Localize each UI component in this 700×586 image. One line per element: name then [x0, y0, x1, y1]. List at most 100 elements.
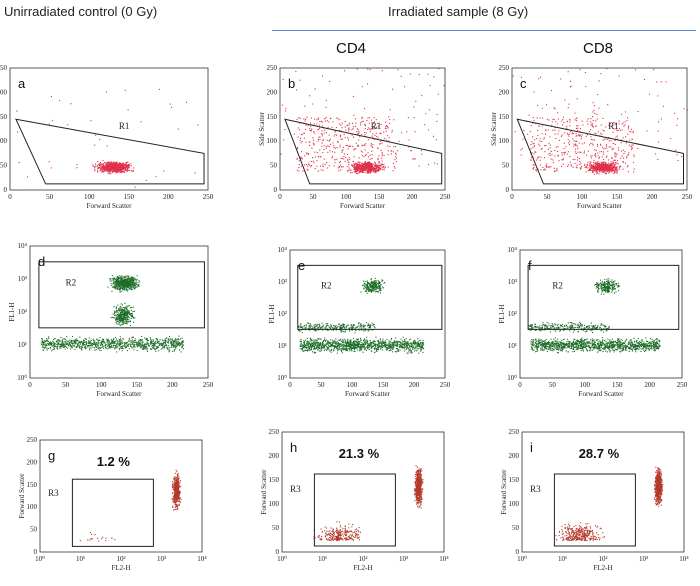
x-tick-label: 100 — [96, 381, 107, 389]
x-tick-label: 150 — [124, 193, 135, 201]
x-axis-label: Forward Scatter — [577, 202, 623, 210]
cd4-label: CD4 — [336, 40, 367, 57]
gate-r1 — [516, 118, 684, 185]
x-axis-label: FL2-H — [111, 564, 130, 572]
y-tick-label: 0 — [34, 548, 38, 556]
y-tick-label: 250 — [267, 64, 278, 72]
y-tick-label: 250 — [27, 436, 38, 444]
gate-label: R1 — [371, 121, 382, 131]
y-tick-label: 150 — [267, 113, 278, 121]
y-axis-label: Side Scatter — [490, 112, 498, 146]
y-tick-label: 100 — [267, 137, 278, 145]
x-axis-label: FL2-H — [353, 564, 372, 572]
gate-r2 — [527, 264, 680, 330]
y-tick-label: 10³ — [18, 275, 27, 283]
y-axis-label: Forward Scatter — [260, 469, 268, 515]
plot-frame — [289, 249, 446, 379]
x-tick-label: 200 — [644, 381, 655, 389]
y-tick-label: 150 — [509, 476, 520, 484]
y-axis-label: Forward Scatter — [18, 473, 26, 519]
y-tick-label: 200 — [0, 88, 8, 96]
x-tick-label: 0 — [288, 381, 292, 389]
y-tick-label: 10⁴ — [18, 242, 28, 250]
gate-label: R3 — [290, 484, 301, 494]
x-tick-label: 150 — [132, 381, 143, 389]
gate-label: R3 — [530, 484, 541, 494]
plot-frame — [39, 439, 203, 553]
gate-r1 — [15, 118, 205, 185]
y-tick-label: 100 — [0, 137, 8, 145]
y-tick-label: 10⁴ — [278, 246, 288, 254]
x-tick-label: 100 — [84, 193, 95, 201]
gate-label: R2 — [321, 280, 332, 290]
y-tick-label: 200 — [27, 458, 38, 466]
y-tick-label: 200 — [499, 88, 510, 96]
plot-frame — [29, 245, 209, 379]
x-tick-label: 10⁰ — [517, 555, 527, 563]
header-rule — [272, 30, 696, 31]
x-tick-label: 100 — [577, 193, 588, 201]
y-tick-label: 50 — [270, 162, 278, 170]
y-tick-label: 150 — [499, 113, 510, 121]
x-tick-label: 250 — [682, 193, 693, 201]
x-tick-label: 0 — [518, 381, 522, 389]
y-tick-label: 10³ — [508, 278, 517, 286]
y-tick-label: 50 — [512, 524, 520, 532]
panel-letter: c — [520, 76, 527, 91]
x-tick-label: 50 — [318, 381, 326, 389]
y-tick-label: 10⁴ — [508, 246, 518, 254]
panel-h: 10⁰ 10¹ 10² 10³ 10⁴ 0 50 100 150 200 250 FL2-H Forwa… — [260, 428, 449, 572]
y-tick-label: 10¹ — [18, 341, 27, 349]
x-tick-label: 50 — [544, 193, 552, 201]
y-tick-label: 100 — [509, 500, 520, 508]
gate-r3 — [553, 473, 636, 547]
panel-i: 10⁰ 10¹ 10² 10³ 10⁴ 0 50 100 150 200 250 FL2-H Forwa… — [500, 428, 689, 572]
panel-letter: e — [298, 258, 305, 273]
x-axis-label: Forward Scatter — [340, 202, 386, 210]
x-tick-label: 200 — [409, 381, 420, 389]
plot-frame — [521, 431, 685, 553]
panel-b: 0 50 100 150 200 250 0 50 100 150 200 250 Forward Sc… — [258, 64, 451, 210]
data-points — [280, 68, 446, 175]
y-axis-label: Forward Scatter — [500, 469, 508, 515]
x-tick-label: 10³ — [399, 555, 408, 563]
right-column-header: Irradiated sample (8 Gy) — [388, 4, 529, 19]
x-tick-label: 10³ — [639, 555, 648, 563]
y-tick-label: 50 — [272, 524, 280, 532]
plot-frame — [9, 67, 209, 191]
x-tick-label: 200 — [167, 381, 178, 389]
y-tick-label: 50 — [30, 526, 38, 534]
plot-frame — [279, 67, 446, 191]
x-tick-label: 100 — [341, 193, 352, 201]
x-tick-label: 200 — [163, 193, 174, 201]
y-tick-label: 150 — [0, 113, 8, 121]
panel-letter: a — [18, 76, 26, 91]
panel-letter: g — [48, 448, 55, 463]
x-tick-label: 10² — [358, 555, 367, 563]
percent-label: 21.3 % — [339, 446, 380, 461]
y-tick-label: 10¹ — [508, 342, 517, 350]
x-tick-label: 50 — [549, 381, 557, 389]
x-axis-label: Forward Scatter — [87, 202, 133, 210]
y-tick-label: 200 — [267, 88, 278, 96]
y-tick-label: 150 — [27, 481, 38, 489]
y-tick-label: 100 — [27, 503, 38, 511]
panel-a: 0 50 100 150 200 250 0 50 100 150 200 250 Forward Sc… — [0, 64, 214, 210]
y-tick-label: 250 — [499, 64, 510, 72]
left-column-header: Unirradiated control (0 Gy) — [4, 4, 158, 19]
panel-letter: i — [530, 440, 533, 455]
x-tick-label: 10⁴ — [439, 555, 449, 563]
y-tick-label: 100 — [499, 137, 510, 145]
x-tick-label: 150 — [612, 193, 623, 201]
gate-r2 — [38, 261, 205, 329]
x-tick-label: 50 — [46, 193, 54, 201]
gate-label: R3 — [48, 488, 59, 498]
y-tick-label: 10⁰ — [277, 374, 287, 382]
y-tick-label: 0 — [4, 186, 8, 194]
x-tick-label: 250 — [203, 193, 214, 201]
x-tick-label: 0 — [510, 193, 514, 201]
x-tick-label: 0 — [278, 193, 282, 201]
y-axis-label: FL1-H — [498, 304, 506, 323]
plot-frame — [511, 67, 688, 191]
y-tick-label: 200 — [269, 452, 280, 460]
